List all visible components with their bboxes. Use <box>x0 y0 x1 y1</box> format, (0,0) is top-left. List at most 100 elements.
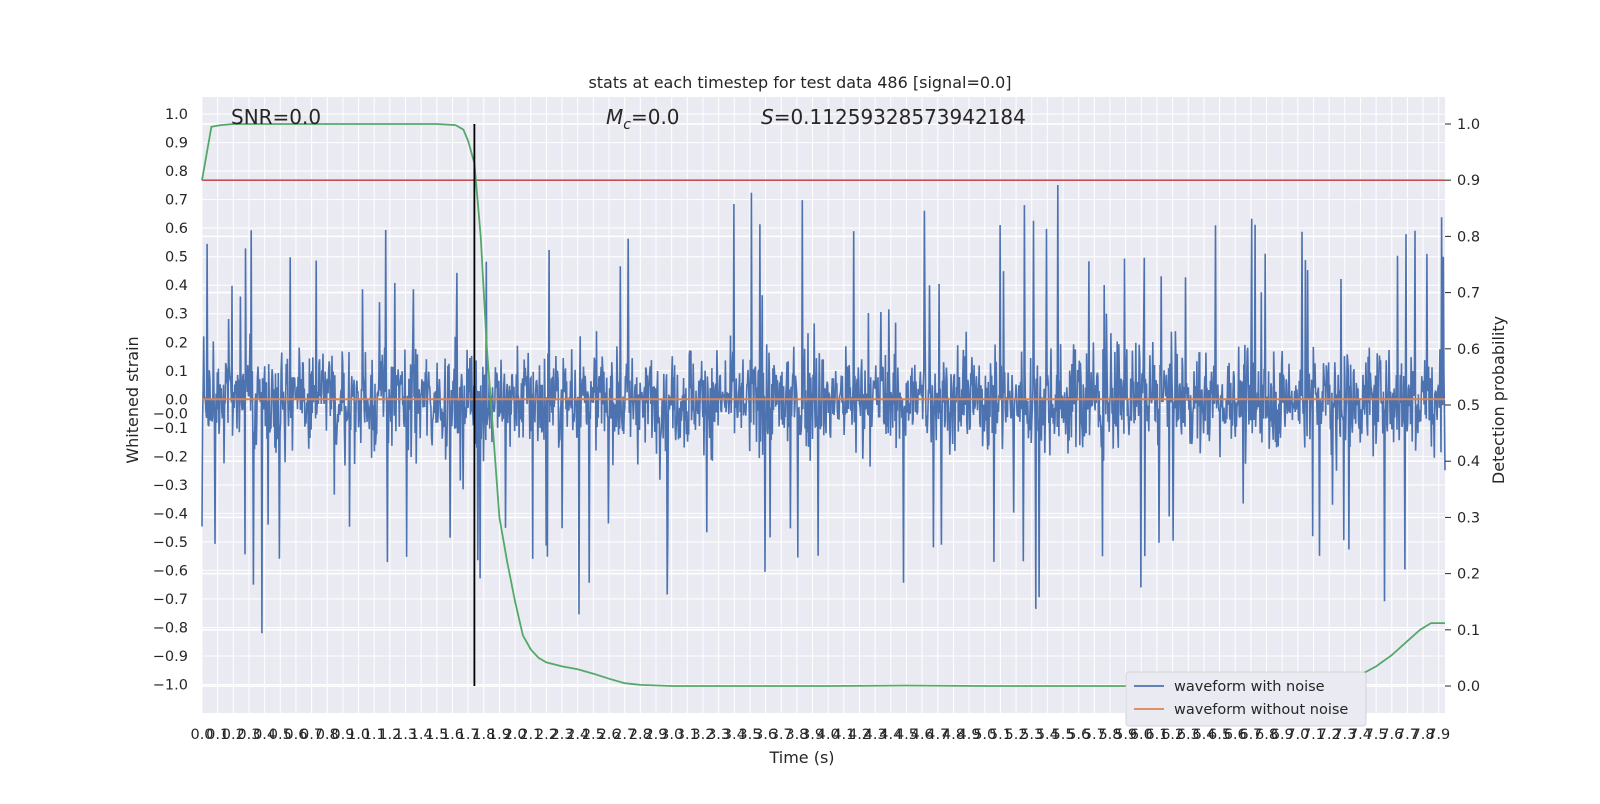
x-axis-ticks: 0.00.10.20.30.40.50.60.70.80.91.01.11.21… <box>190 727 1450 743</box>
x-tick-label: 5.8 <box>1098 727 1121 743</box>
y-tick-label: 0.9 <box>165 136 188 152</box>
x-tick-label: 6.1 <box>1145 727 1168 743</box>
x-tick-label: 4.4 <box>879 727 902 743</box>
y-tick-label: 0.5 <box>165 250 188 266</box>
x-tick-label: 0.1 <box>206 727 229 743</box>
x-tick-label: 3.9 <box>801 727 824 743</box>
y2-tick-label: 0.7 <box>1457 286 1480 302</box>
x-tick-label: 0.0 <box>190 727 213 743</box>
x-tick-label: 1.4 <box>410 727 433 743</box>
y-axis-label: Whitened strain <box>123 336 142 463</box>
x-tick-label: 3.6 <box>754 727 777 743</box>
x-tick-label: 7.2 <box>1318 727 1341 743</box>
x-tick-label: 3.1 <box>676 727 699 743</box>
x-tick-label: 6.0 <box>1130 727 1153 743</box>
x-tick-label: 7.8 <box>1412 727 1435 743</box>
x-tick-label: 3.0 <box>660 727 683 743</box>
x-tick-label: 2.6 <box>597 727 620 743</box>
y-tick-label: −0.1 <box>153 421 188 437</box>
x-tick-label: 6.3 <box>1177 727 1200 743</box>
y2-tick-label: 0.3 <box>1457 510 1480 526</box>
x-tick-label: 5.5 <box>1051 727 1074 743</box>
legend-label-noise: waveform with noise <box>1174 679 1325 695</box>
x-tick-label: 3.8 <box>785 727 808 743</box>
x-tick-label: 3.5 <box>738 727 761 743</box>
y2-tick-label: 0.8 <box>1457 229 1480 245</box>
y-tick-label: 0.6 <box>165 221 188 237</box>
x-tick-label: 5.7 <box>1083 727 1106 743</box>
y2-tick-label: 0.5 <box>1457 398 1480 414</box>
x-tick-label: 3.3 <box>707 727 730 743</box>
x-tick-label: 5.9 <box>1114 727 1137 743</box>
x-tick-label: 2.5 <box>582 727 605 743</box>
y2-tick-label: 0.0 <box>1457 679 1480 695</box>
legend-label-clean: waveform without noise <box>1174 702 1348 718</box>
x-tick-label: 4.5 <box>895 727 918 743</box>
x-tick-label: 4.9 <box>958 727 981 743</box>
x-tick-label: 1.6 <box>441 727 464 743</box>
y-tick-label: 0.8 <box>165 164 188 180</box>
y-tick-label: −0.9 <box>153 649 188 665</box>
x-tick-label: 0.6 <box>284 727 307 743</box>
y-tick-label: 0.4 <box>165 278 188 294</box>
x-tick-label: 2.3 <box>551 727 574 743</box>
x-tick-label: 2.9 <box>644 727 667 743</box>
x-tick-label: 7.7 <box>1396 727 1419 743</box>
x-tick-label: 3.4 <box>723 727 746 743</box>
x-tick-label: 4.3 <box>864 727 887 743</box>
x-tick-label: 3.7 <box>770 727 793 743</box>
x-tick-label: 6.5 <box>1208 727 1231 743</box>
x-tick-label: 2.8 <box>629 727 652 743</box>
x-tick-label: 3.2 <box>691 727 714 743</box>
y-tick-label: 0.1 <box>165 364 188 380</box>
x-tick-label: 7.3 <box>1333 727 1356 743</box>
y-tick-label: 0.3 <box>165 307 188 323</box>
x-tick-label: 4.8 <box>942 727 965 743</box>
x-tick-label: 4.0 <box>817 727 840 743</box>
y2-tick-label: 0.4 <box>1457 454 1480 470</box>
x-tick-label: 0.8 <box>316 727 339 743</box>
x-tick-label: 6.7 <box>1239 727 1262 743</box>
annotation-mc-subscript: c <box>623 117 631 133</box>
x-tick-label: 0.5 <box>269 727 292 743</box>
x-tick-label: 7.9 <box>1427 727 1450 743</box>
y-tick-label: −1.0 <box>153 677 188 693</box>
y-tick-label: −0.0 <box>153 407 188 423</box>
x-tick-label: 0.3 <box>237 727 260 743</box>
x-tick-label: 1.1 <box>363 727 386 743</box>
x-tick-label: 6.4 <box>1192 727 1215 743</box>
y-tick-label: −0.6 <box>153 563 188 579</box>
x-tick-label: 4.2 <box>848 727 871 743</box>
chart-legend: waveform with noise waveform without noi… <box>1125 671 1367 727</box>
x-tick-label: 0.9 <box>331 727 354 743</box>
chart-title: stats at each timestep for test data 486… <box>588 73 1011 92</box>
legend-box <box>1125 671 1367 727</box>
x-tick-label: 2.4 <box>566 727 589 743</box>
x-tick-label: 0.2 <box>222 727 245 743</box>
y-tick-label: −0.7 <box>153 592 188 608</box>
annotation-snr: SNR=0.0 <box>231 105 321 129</box>
x-tick-label: 5.4 <box>1036 727 1059 743</box>
x-tick-label: 7.5 <box>1365 727 1388 743</box>
series-waveform-with-noise <box>201 184 1446 634</box>
x-tick-label: 4.7 <box>926 727 949 743</box>
y-tick-label: −0.4 <box>153 506 188 522</box>
y-tick-label: 0.7 <box>165 193 188 209</box>
y-axis-ticks: 1.00.90.80.70.60.50.40.30.20.10.0−0.0−0.… <box>153 107 188 693</box>
annotation-mc-symbol: M <box>606 105 623 129</box>
y-tick-label: 0.0 <box>165 392 188 408</box>
x-tick-label: 5.0 <box>973 727 996 743</box>
annotation-s: S=0.11259328573942184 <box>761 105 1026 129</box>
x-tick-label: 5.2 <box>1005 727 1028 743</box>
annotation-mc-value: =0.0 <box>631 105 680 129</box>
x-tick-label: 1.0 <box>347 727 370 743</box>
x-tick-label: 1.9 <box>488 727 511 743</box>
x-tick-label: 1.3 <box>394 727 417 743</box>
y2-axis-ticks: 0.0 0.1 0.2 0.3 0.4 0.5 0.6 0.7 0.8 0.9 1.0 <box>1445 117 1480 695</box>
y2-tick-label: 1.0 <box>1457 117 1480 133</box>
x-tick-label: 6.9 <box>1271 727 1294 743</box>
y-tick-label: −0.2 <box>153 449 188 465</box>
x-tick-label: 6.8 <box>1255 727 1278 743</box>
